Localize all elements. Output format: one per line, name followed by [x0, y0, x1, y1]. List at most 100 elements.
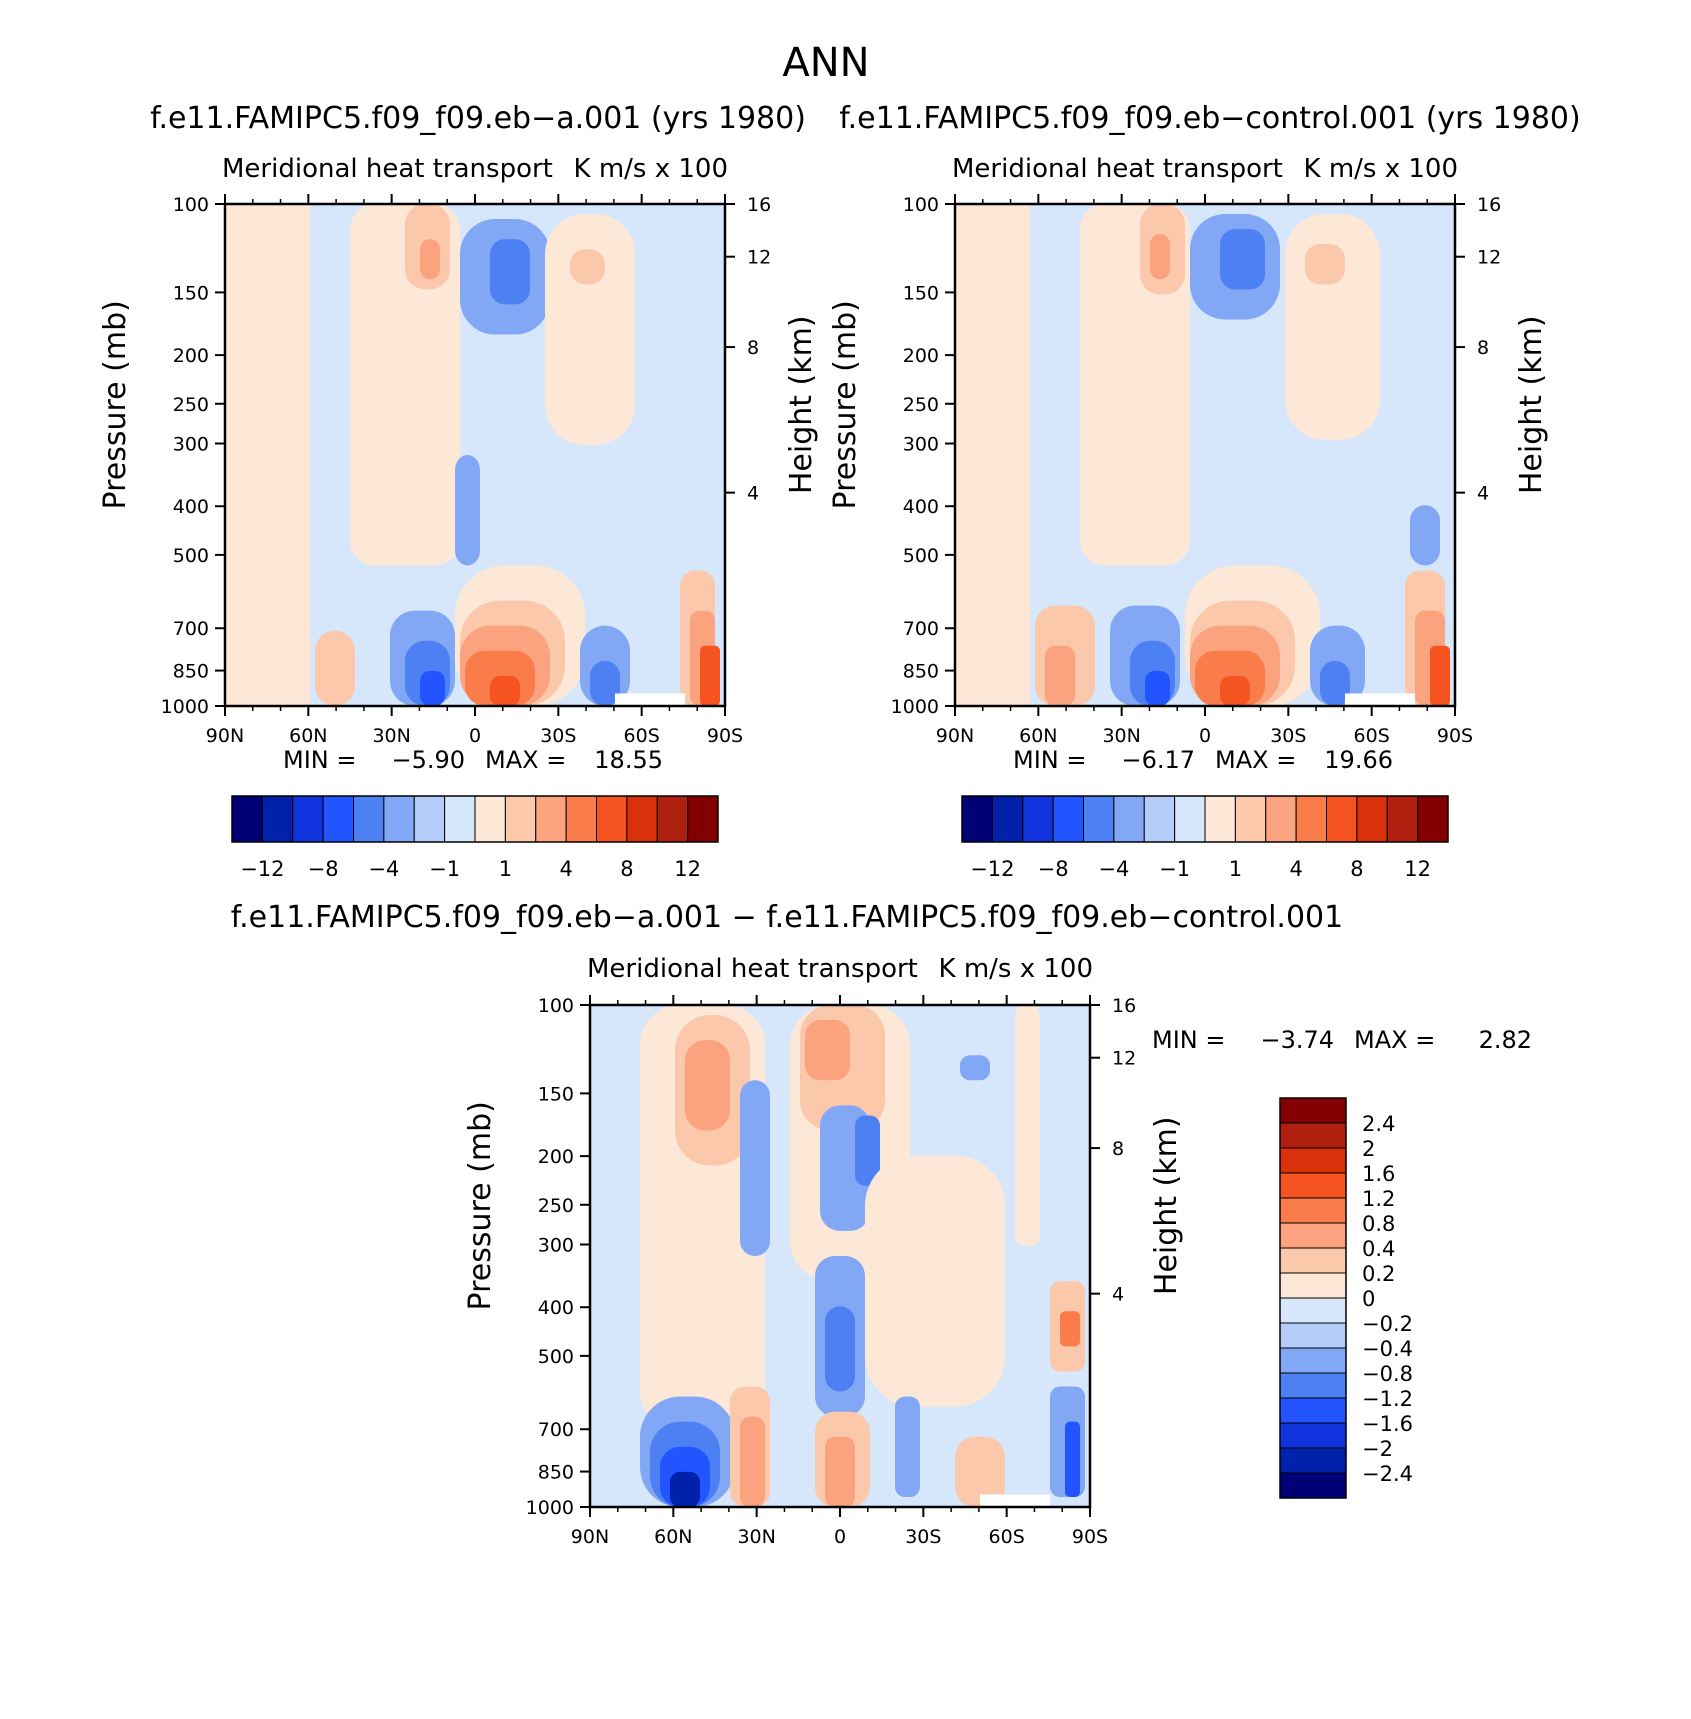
y-tick-label: 150: [538, 1083, 574, 1105]
x-tick-label: 0: [834, 1526, 846, 1548]
min-value: −6.17: [1121, 746, 1195, 774]
colorbar-swatch: [1279, 1247, 1347, 1274]
colorbar-label: −1.6: [1362, 1412, 1413, 1436]
contour-region: [545, 214, 635, 445]
contour-region: [350, 204, 460, 566]
y-tick-label: 250: [903, 394, 939, 416]
contour-region: [805, 1020, 850, 1081]
colorbar-swatch: [1326, 795, 1358, 843]
panel-units: K m/s x 100: [1304, 154, 1459, 184]
colorbar-label: 0.4: [1362, 1237, 1395, 1261]
height-tick-label: 4: [747, 483, 759, 505]
contour-region: [1410, 505, 1440, 566]
contour-region: [670, 1471, 700, 1507]
contour-region: [855, 1115, 880, 1186]
y-tick-label: 200: [173, 345, 209, 367]
x-tick-label: 60N: [654, 1526, 692, 1548]
contour-region: [1065, 1421, 1080, 1497]
panel-subtitle: Meridional heat transport: [587, 954, 918, 984]
contour-region: [955, 204, 1030, 706]
x-tick-label: 30S: [1270, 725, 1306, 747]
colorbar-swatch: [1113, 795, 1145, 843]
colorbar-swatch: [1279, 1172, 1347, 1199]
contour-field: [955, 204, 1455, 706]
min-label: MIN =: [1013, 746, 1086, 774]
colorbar-swatch: [1234, 795, 1267, 843]
colorbar-swatch: [1279, 1222, 1347, 1249]
contour-region: [315, 630, 355, 706]
max-value: 2.82: [1479, 1026, 1532, 1054]
y-tick-label: 300: [538, 1235, 574, 1257]
contour-region: [1320, 660, 1350, 706]
colorbar-swatch: [231, 795, 263, 843]
panel-units: K m/s x 100: [574, 154, 729, 184]
y-tick-label: 400: [538, 1297, 574, 1319]
colorbar-swatch: [322, 795, 354, 843]
y-tick-label: 150: [173, 282, 209, 304]
colorbar-swatch: [565, 795, 597, 843]
colorbar-label: −4: [1098, 857, 1129, 881]
colorbar-swatch: [292, 795, 324, 843]
missing-data-region: [615, 693, 685, 706]
colorbar-label: −1: [1159, 857, 1190, 881]
y-tick-label: 100: [903, 194, 939, 216]
colorbar-swatch: [687, 795, 719, 843]
colorbar-swatch: [1279, 1272, 1347, 1299]
y-tick-label: 850: [538, 1462, 574, 1484]
contour-region: [1220, 675, 1250, 706]
contour-region: [420, 239, 440, 280]
height-tick-label: 4: [1112, 1284, 1124, 1306]
contour-field: [590, 1005, 1090, 1507]
colorbar-swatch: [1052, 795, 1084, 843]
colorbar-swatch: [1083, 795, 1115, 843]
height-tick-label: 16: [747, 194, 771, 216]
min-value: −3.74: [1260, 1026, 1334, 1054]
colorbar-label: −0.8: [1362, 1362, 1413, 1386]
height-tick-label: 16: [1477, 194, 1501, 216]
y-tick-label: 100: [538, 995, 574, 1017]
y-tick-label: 300: [173, 434, 209, 456]
missing-data-region: [1345, 693, 1415, 706]
panel-units: K m/s x 100: [939, 954, 1094, 984]
contour-region: [590, 660, 620, 706]
y-tick-label: 500: [173, 545, 209, 567]
y-tick-label: 1000: [891, 696, 939, 718]
y-axis-label-right: Height (km): [784, 315, 819, 494]
colorbar-swatch: [504, 795, 537, 843]
colorbar-swatch: [991, 795, 1024, 843]
x-tick-label: 0: [1199, 725, 1211, 747]
colorbar-label: 8: [1350, 857, 1363, 881]
x-tick-label: 30N: [737, 1526, 775, 1548]
y-tick-label: 250: [173, 394, 209, 416]
colorbar-label: −8: [1038, 857, 1069, 881]
x-tick-label: 60S: [1354, 725, 1390, 747]
colorbar: −12 −8 −4 −1 1 4 8 12: [961, 795, 1449, 881]
x-tick-label: 60N: [289, 725, 327, 747]
colorbar-frame: [961, 795, 1449, 843]
contour-region: [1060, 1311, 1080, 1347]
x-tick-label: 90S: [1437, 725, 1473, 747]
max-label: MAX =: [1215, 746, 1296, 774]
contour-region: [490, 675, 520, 706]
colorbar-label: 1.2: [1362, 1187, 1395, 1211]
contour-region: [225, 204, 310, 706]
colorbar-swatch: [261, 795, 294, 843]
max-value: 18.55: [594, 746, 663, 774]
colorbar-swatch: [961, 795, 993, 843]
colorbar-swatch: [1279, 1197, 1347, 1224]
y-axis-label: Pressure (mb): [98, 300, 133, 509]
y-tick-label: 150: [903, 282, 939, 304]
colorbar-swatch: [353, 795, 385, 843]
contour-region: [1150, 234, 1170, 280]
y-tick-label: 850: [173, 661, 209, 683]
colorbar-label: 2: [1362, 1137, 1375, 1161]
x-tick-label: 90N: [936, 725, 974, 747]
y-axis-label: Pressure (mb): [828, 300, 863, 509]
contour-region: [895, 1396, 920, 1497]
colorbar-label: 4: [1289, 857, 1302, 881]
contour-region: [1305, 244, 1345, 285]
colorbar-swatch: [1265, 795, 1297, 843]
contour-region: [1430, 645, 1450, 706]
colorbar-swatch: [1022, 795, 1054, 843]
height-tick-label: 12: [1112, 1048, 1136, 1070]
